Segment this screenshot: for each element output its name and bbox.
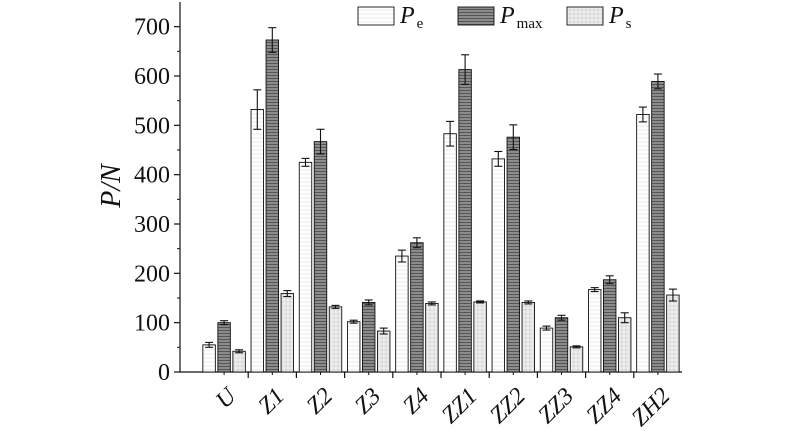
y-tick-label: 700 — [134, 15, 170, 41]
bar — [347, 321, 361, 373]
x-tick-label: ZZ4 — [582, 383, 628, 429]
x-tick-label: ZZ3 — [533, 383, 579, 429]
bar — [473, 301, 487, 373]
x-tick-label: Z2 — [302, 383, 338, 419]
bar — [377, 330, 391, 373]
x-tick-label: ZZ1 — [437, 383, 483, 429]
bar — [202, 344, 216, 373]
x-tick-label: Z4 — [398, 383, 434, 419]
bar — [603, 279, 617, 373]
bar — [588, 289, 602, 373]
bar — [362, 301, 376, 373]
bar — [491, 158, 505, 373]
bars — [202, 39, 680, 373]
legend-swatch — [357, 6, 395, 26]
bar — [395, 255, 409, 373]
bar — [410, 242, 424, 373]
bar — [265, 39, 279, 373]
x-tick-label: ZZ2 — [485, 383, 531, 429]
x-tick-label: U — [211, 382, 243, 414]
x-tick-label: Z3 — [350, 383, 386, 419]
y-tick-label: 200 — [134, 261, 170, 287]
y-tick-labels: 0 100 200 300 400 500 600 700 — [134, 15, 170, 386]
y-tick-label: 400 — [134, 163, 170, 189]
bar — [636, 114, 650, 373]
bar — [666, 294, 680, 373]
bar — [458, 69, 472, 373]
bar — [618, 317, 632, 373]
bar — [425, 302, 439, 373]
bar — [443, 133, 457, 373]
bar — [217, 322, 231, 373]
bar — [232, 350, 246, 373]
bar — [554, 317, 569, 373]
legend-swatch — [566, 6, 604, 26]
bar — [313, 141, 328, 373]
y-axis-label: P/N — [96, 163, 127, 209]
bar — [328, 306, 343, 373]
y-tick-label: 500 — [134, 113, 170, 139]
bar — [280, 293, 294, 373]
bar — [521, 301, 535, 373]
bar — [569, 346, 584, 373]
x-tick-labels: U Z1 Z2 Z3 Z4 ZZ1 ZZ2 ZZ3 ZZ4 ZH2 — [211, 382, 675, 432]
bar — [651, 80, 665, 373]
y-tick-label: 100 — [134, 311, 170, 337]
x-tick-label: Z1 — [254, 383, 290, 419]
bar — [250, 109, 265, 373]
bar — [506, 136, 520, 373]
y-tick-label: 600 — [134, 64, 170, 90]
bar — [298, 161, 313, 373]
error-bars — [205, 27, 677, 354]
x-tick-label: ZH2 — [627, 383, 676, 432]
y-tick-label: 300 — [134, 212, 170, 238]
y-tick-label: 0 — [158, 360, 170, 386]
bar — [539, 327, 554, 373]
legend-swatch — [457, 6, 495, 26]
